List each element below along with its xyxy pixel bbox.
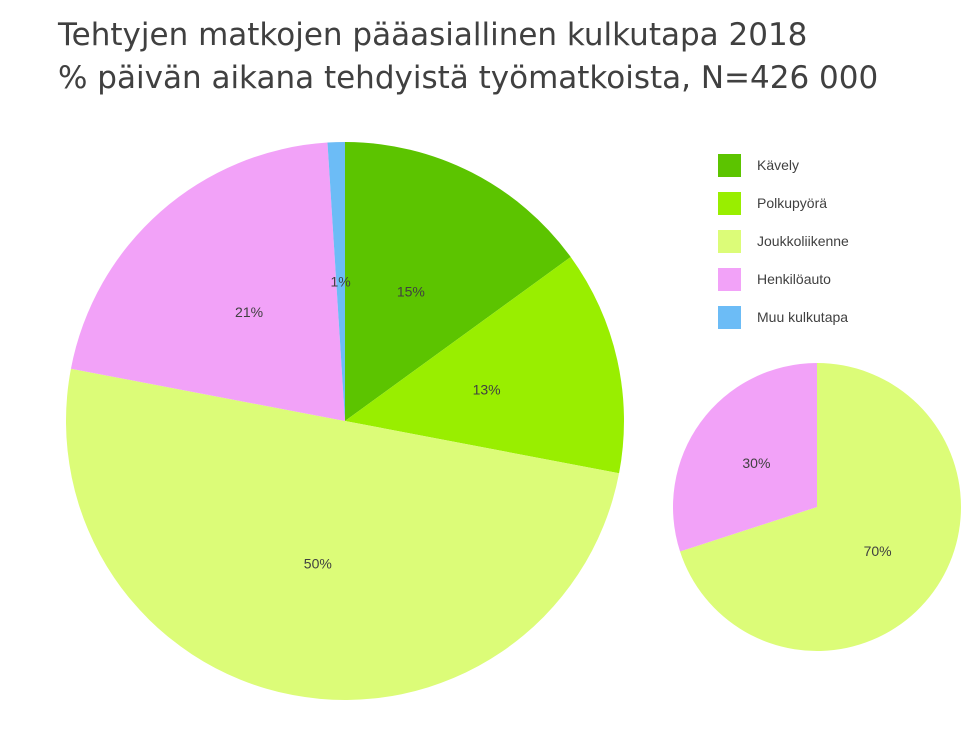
data-label-henkiloauto: 30% bbox=[742, 455, 770, 471]
data-label-joukkoliikenne: 70% bbox=[864, 543, 892, 559]
legend-swatch bbox=[718, 267, 741, 291]
chart-title: Tehtyjen matkojen pääasiallinen kulkutap… bbox=[58, 17, 808, 53]
pie-1: 15% 13% 50% 21% 1% bbox=[65, 142, 624, 700]
data-label-muu-kulkutapa: 1% bbox=[331, 274, 351, 290]
pie-slice-kavely bbox=[345, 142, 571, 421]
legend-swatch bbox=[718, 153, 741, 177]
legend-swatch bbox=[718, 305, 741, 329]
legend-label: Henkilöauto bbox=[757, 271, 831, 287]
pie-2: 70% 30% bbox=[673, 363, 961, 652]
legend-label: Polkupyörä bbox=[757, 195, 828, 211]
data-label-joukkoliikenne: 50% bbox=[304, 556, 332, 572]
legend-item-kavely: Kävely bbox=[718, 146, 849, 184]
pie-slice-joukkoliikenne bbox=[65, 368, 620, 700]
legend-item-henkiloauto: Henkilöauto bbox=[718, 260, 849, 298]
data-label-henkiloauto: 21% bbox=[235, 304, 263, 320]
pie-slice-henkiloauto bbox=[673, 363, 817, 552]
pie-slice-henkiloauto bbox=[70, 142, 345, 421]
legend: Kävely Polkupyörä Joukkoliikenne Henkilö… bbox=[718, 146, 849, 336]
legend-swatch bbox=[718, 229, 741, 253]
legend-label: Kävely bbox=[757, 157, 800, 173]
pie-slice-polkupyora bbox=[345, 257, 624, 474]
legend-item-polkupyora: Polkupyörä bbox=[718, 184, 849, 222]
pie-slice-muu-kulkutapa bbox=[327, 142, 345, 421]
chart-subtitle: % päivän aikana tehdyistä työmatkoista, … bbox=[58, 60, 879, 96]
legend-label: Muu kulkutapa bbox=[757, 309, 849, 325]
data-label-kavely: 15% bbox=[397, 284, 425, 300]
pie-slice-joukkoliikenne bbox=[680, 363, 961, 652]
legend-item-muu-kulkutapa: Muu kulkutapa bbox=[718, 298, 849, 336]
data-label-polkupyora: 13% bbox=[473, 381, 501, 397]
legend-item-joukkoliikenne: Joukkoliikenne bbox=[718, 222, 849, 260]
chart-title-block: Tehtyjen matkojen pääasiallinen kulkutap… bbox=[58, 14, 878, 100]
legend-label: Joukkoliikenne bbox=[757, 233, 849, 249]
legend-swatch bbox=[718, 191, 741, 215]
